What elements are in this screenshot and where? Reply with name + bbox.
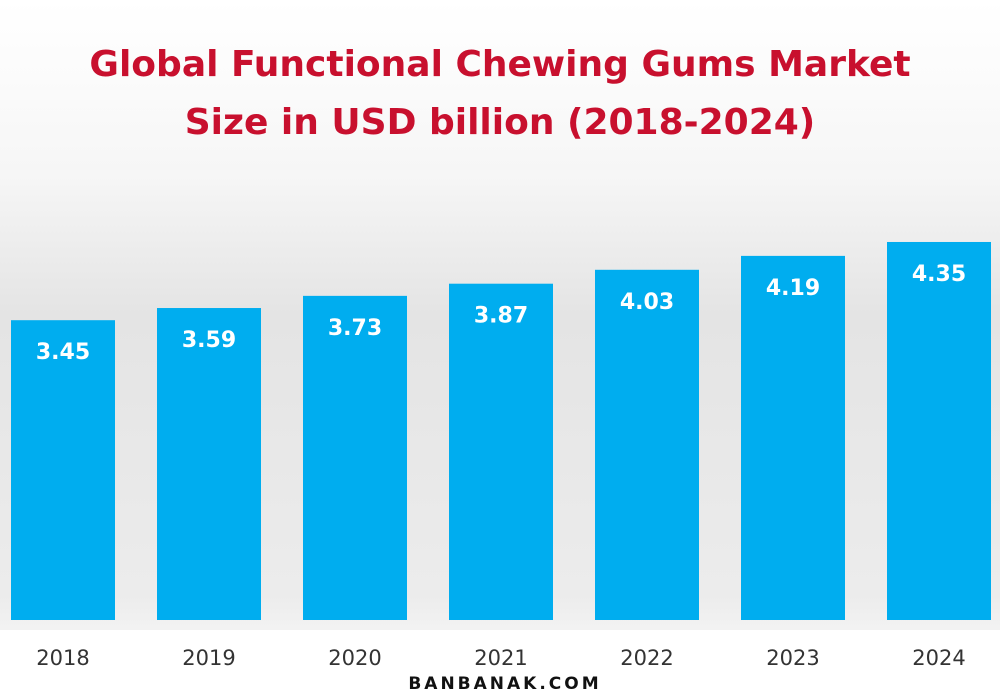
bar (303, 295, 407, 620)
x-tick-label: 2022 (620, 646, 673, 670)
value-label: 3.87 (474, 304, 528, 329)
value-label: 3.73 (328, 316, 382, 341)
x-tick-label: 2019 (182, 646, 235, 670)
watermark: BANBANAK.COM (408, 674, 601, 694)
bar (595, 269, 699, 620)
chart-title: Global Functional Chewing Gums Market (89, 44, 910, 85)
bar (157, 308, 261, 620)
x-tick-label: 2020 (328, 646, 381, 670)
x-tick-label: 2023 (766, 646, 819, 670)
bar (741, 255, 845, 621)
value-label: 4.19 (766, 276, 820, 301)
bar (449, 283, 553, 620)
watermark-box (395, 670, 615, 696)
x-tick-label: 2021 (474, 646, 527, 670)
value-label: 3.59 (182, 328, 236, 353)
value-label: 3.45 (36, 340, 90, 365)
value-label: 4.03 (620, 290, 674, 315)
chart-title: Size in USD billion (2018-2024) (185, 102, 816, 143)
value-label: 4.35 (912, 262, 966, 287)
x-tick-label: 2024 (912, 646, 965, 670)
x-tick-label: 2018 (36, 646, 89, 670)
bar (887, 241, 991, 621)
bar (11, 320, 115, 620)
